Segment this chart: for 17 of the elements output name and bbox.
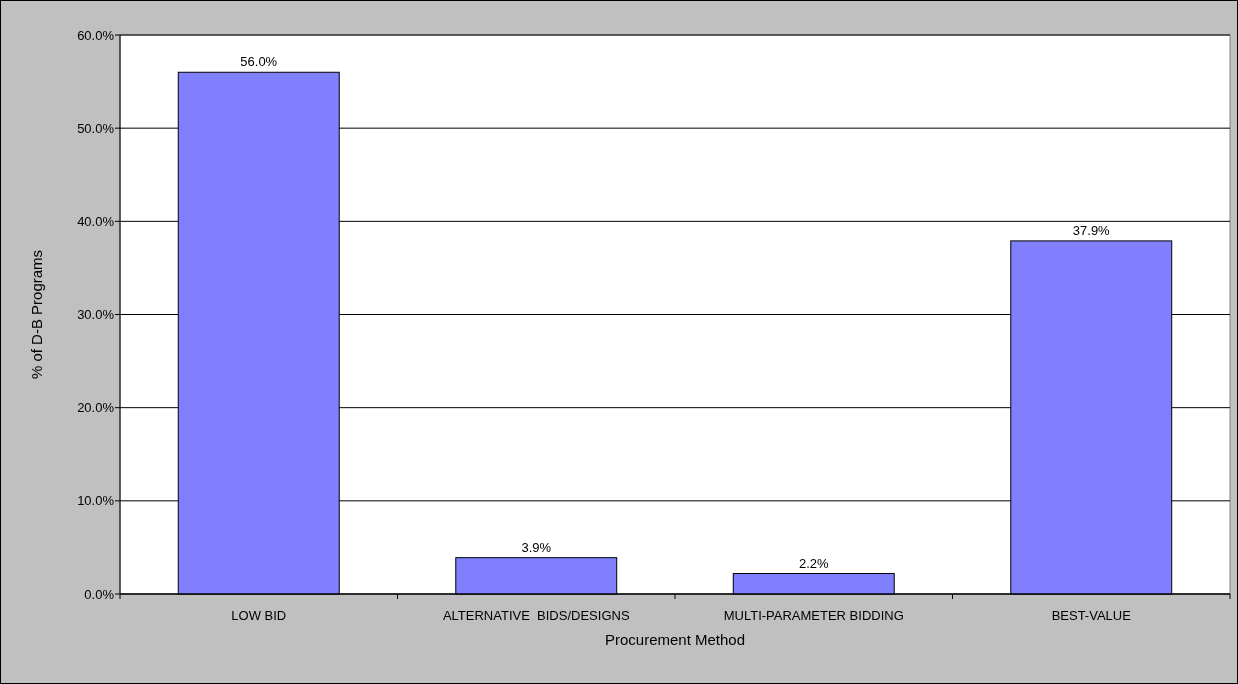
data-label: 37.9% [1072,222,1111,238]
y-tick-label: 0.0% [84,586,115,602]
x-axis-title: Procurement Method [604,631,746,648]
y-tick-label: 10.0% [77,493,115,509]
data-label: 2.2% [798,555,829,571]
data-label: 56.0% [240,54,278,70]
y-tick-label: 40.0% [77,213,115,229]
x-tick-label: BEST-VALUE [1051,608,1132,623]
x-tick-label: ALTERNATIVE BIDS/DESIGNS [442,608,630,623]
x-tick-label: LOW BID [231,608,287,623]
data-label: 3.9% [521,539,552,555]
y-tick-label: 50.0% [77,120,115,136]
x-tick-label: MULTI-PARAMETER BIDDING [723,608,904,623]
y-tick-label: 60.0% [77,27,115,43]
y-tick-label: 20.0% [77,400,115,416]
y-tick-label: 30.0% [77,307,115,323]
y-axis-title: % of D-B Programs [28,249,45,380]
